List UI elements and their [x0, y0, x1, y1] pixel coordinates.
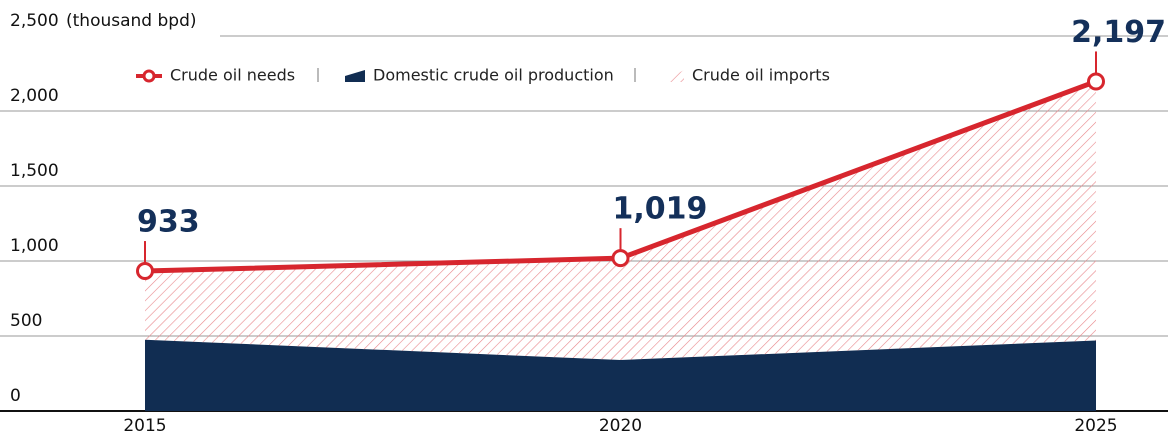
legend-label: Domestic crude oil production: [373, 66, 614, 85]
x-tick-label: 2020: [599, 416, 642, 433]
value-label: 933: [137, 205, 200, 240]
legend-swatch: [142, 69, 156, 83]
needs-point: [1087, 72, 1105, 91]
x-tick-label: 2025: [1074, 416, 1117, 433]
legend-swatch: [662, 70, 684, 82]
legend-swatch: [345, 70, 365, 82]
y-tick-label: 2,500: [10, 11, 59, 31]
value-label: 1,019: [613, 192, 708, 227]
y-tick-label: 500: [10, 311, 42, 331]
y-tick-label: 2,000: [10, 86, 59, 106]
legend-label: Crude oil needs: [170, 66, 295, 85]
needs-point: [611, 249, 630, 268]
imports-area: [145, 81, 1096, 360]
legend-label: Crude oil imports: [692, 66, 830, 85]
y-tick-label: 0: [10, 386, 21, 406]
x-tick-label: 2015: [123, 416, 166, 433]
production-area: [145, 339, 1096, 411]
y-tick-label: 1,000: [10, 236, 59, 256]
y-axis-label: (thousand bpd): [66, 11, 197, 31]
needs-point: [136, 262, 154, 281]
value-label: 2,197: [1071, 15, 1166, 50]
y-tick-label: 1,500: [10, 161, 59, 181]
